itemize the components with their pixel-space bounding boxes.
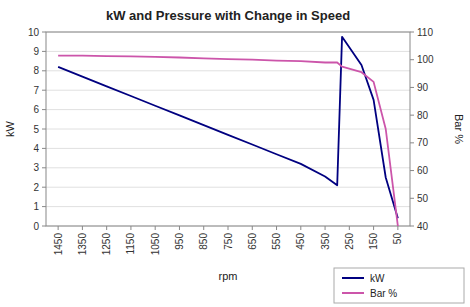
y-tick — [42, 51, 46, 52]
y-tick-label: 5 — [33, 124, 39, 135]
x-tick — [252, 226, 253, 230]
legend-label: Bar % — [370, 288, 397, 299]
legend-box — [334, 268, 464, 303]
legend-label: kW — [370, 273, 385, 284]
x-tick-label: 850 — [198, 233, 209, 250]
y2-tick — [410, 170, 414, 171]
series-line — [58, 37, 398, 218]
y2-tick — [410, 226, 414, 227]
x-tick — [179, 226, 180, 230]
y-tick — [42, 129, 46, 130]
y-tick-label: 7 — [33, 85, 39, 96]
x-tick — [276, 226, 277, 230]
plot-frame — [46, 32, 410, 226]
y-tick-label: 9 — [33, 46, 39, 57]
y-axis-label: kW — [4, 120, 16, 137]
x-tick — [300, 226, 301, 230]
y-tick-label: 2 — [33, 182, 39, 193]
x-axis-label: rpm — [219, 270, 238, 282]
x-tick-label: 50 — [392, 233, 403, 245]
grid-line — [46, 167, 410, 168]
y-tick — [42, 70, 46, 71]
y2-tick — [410, 198, 414, 199]
y-tick — [42, 226, 46, 227]
grid-line — [46, 187, 410, 188]
x-tick-label: 150 — [368, 233, 379, 250]
x-tick-label: 1150 — [125, 233, 136, 255]
x-tick — [58, 226, 59, 230]
y-tick — [42, 187, 46, 188]
legend: kW Bar % — [334, 268, 464, 303]
y-tick-label: 10 — [28, 27, 40, 38]
y2-tick — [410, 87, 414, 88]
y-tick — [42, 206, 46, 207]
y-tick — [42, 109, 46, 110]
grid-line — [46, 206, 410, 207]
grid-line — [46, 90, 410, 91]
x-tick — [203, 226, 204, 230]
y2-tick — [410, 142, 414, 143]
x-tick-label: 750 — [223, 233, 234, 250]
x-tick-label: 1350 — [77, 233, 88, 256]
x-tick-label: 550 — [271, 233, 282, 250]
grid-line — [46, 109, 410, 110]
grid-line — [46, 129, 410, 130]
y2-tick-label: 110 — [417, 27, 433, 38]
y2-tick — [410, 59, 414, 60]
x-tick — [82, 226, 83, 230]
y-tick — [42, 148, 46, 149]
x-tick-label: 1450 — [53, 233, 64, 256]
y-tick-label: 6 — [33, 104, 39, 115]
x-tick-label: 950 — [174, 233, 185, 250]
y2-tick — [410, 115, 414, 116]
y2-tick-label: 80 — [417, 110, 429, 121]
y-tick-label: 4 — [33, 143, 39, 154]
x-tick-label: 1050 — [150, 233, 161, 256]
x-tick — [373, 226, 374, 230]
y2-tick-label: 70 — [417, 137, 429, 148]
y2-axis-label: Bar % — [453, 114, 465, 144]
series-line — [58, 56, 398, 226]
grid — [46, 32, 410, 226]
x-tick — [325, 226, 326, 230]
title: kW and Pressure with Change in Speed — [106, 8, 350, 23]
legend-swatch — [342, 292, 364, 294]
x-tick — [349, 226, 350, 230]
x-tick-label: 650 — [247, 233, 258, 250]
y2-tick-label: 100 — [417, 54, 434, 65]
y-tick — [42, 90, 46, 91]
x-tick — [155, 226, 156, 230]
y-tick-label: 0 — [33, 221, 39, 232]
data-layer — [58, 37, 398, 226]
x-tick — [228, 226, 229, 230]
x-tick-label: 1250 — [101, 233, 112, 256]
y-tick-label: 3 — [33, 162, 39, 173]
grid-line — [46, 51, 410, 52]
grid-line — [46, 148, 410, 149]
x-tick — [130, 226, 131, 230]
y-tick — [42, 167, 46, 168]
y2-tick-label: 40 — [417, 221, 429, 232]
y2-tick-label: 50 — [417, 193, 429, 204]
y-tick-label: 8 — [33, 65, 39, 76]
x-tick — [106, 226, 107, 230]
x-tick — [397, 226, 398, 230]
legend-swatch — [342, 277, 364, 279]
y2-tick — [410, 32, 414, 33]
x-tick-label: 250 — [344, 233, 355, 250]
y2-tick-label: 90 — [417, 82, 429, 93]
y-tick-label: 1 — [33, 201, 39, 212]
chart: 0 1 2 3 4 5 6 7 8 9 10 40 50 60 70 80 90 100 110 1450 1350 12… — [0, 0, 470, 307]
y-tick — [42, 32, 46, 33]
y2-tick-label: 60 — [417, 165, 429, 176]
x-tick-label: 350 — [320, 233, 331, 250]
x-tick-label: 450 — [295, 233, 306, 250]
